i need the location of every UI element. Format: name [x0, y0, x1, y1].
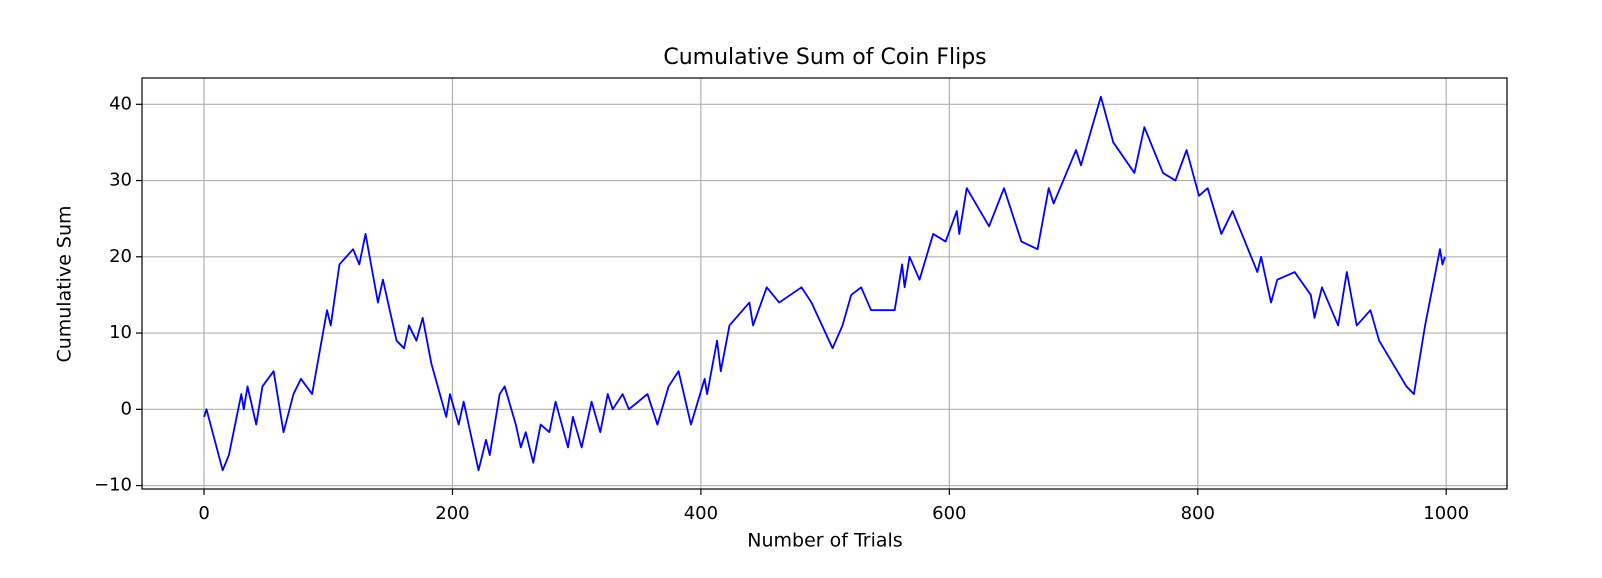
- x-tick-label: 600: [932, 503, 966, 524]
- x-tick-label: 200: [435, 503, 469, 524]
- x-tick-label: 800: [1181, 503, 1215, 524]
- y-tick-label: 10: [109, 322, 132, 343]
- axes-frame: [141, 77, 1508, 490]
- x-axis-label: Number of Trials: [747, 530, 902, 552]
- x-tick-label: 400: [684, 503, 718, 524]
- x-tick-label: 1000: [1423, 503, 1469, 524]
- x-tick-label: 0: [198, 503, 209, 524]
- plot-area: [203, 95, 1446, 472]
- data-line: [203, 95, 1446, 472]
- y-tick-label: 30: [109, 170, 132, 191]
- y-tick-label: 40: [109, 93, 132, 114]
- y-tick-label: 20: [109, 246, 132, 267]
- chart-title: Cumulative Sum of Coin Flips: [663, 45, 986, 70]
- y-axis-label: Cumulative Sum: [54, 205, 76, 362]
- y-tick-label: −10: [94, 475, 132, 496]
- y-tick-label: 0: [121, 398, 132, 419]
- grid: [142, 78, 1507, 489]
